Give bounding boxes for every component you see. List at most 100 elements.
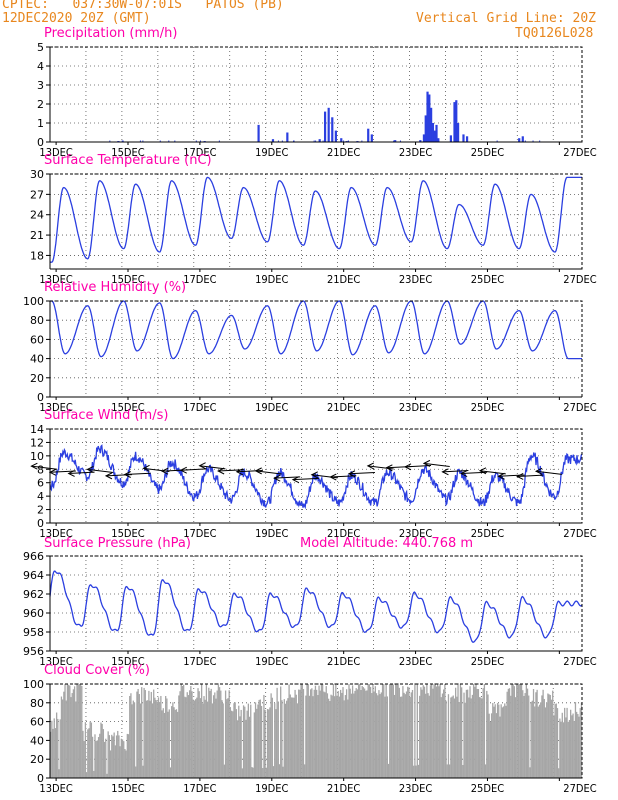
cloud-bar xyxy=(432,688,434,778)
cloud-bar xyxy=(276,687,278,778)
pressure-ytick-label: 964 xyxy=(23,569,44,582)
cloud-bar xyxy=(120,738,122,778)
precip-bar xyxy=(453,102,456,142)
precip-bar xyxy=(257,124,260,142)
cloud-bar xyxy=(493,706,495,778)
cloud-bar xyxy=(326,693,329,778)
cloud-bar xyxy=(153,689,155,778)
cloud-bar xyxy=(73,686,76,778)
cloud-bar xyxy=(556,708,559,778)
cloud-bar xyxy=(223,764,226,778)
cloud-bar xyxy=(205,684,208,778)
wind-arrow-shaft xyxy=(423,462,450,467)
precip-bar xyxy=(347,140,349,142)
cloud-xtick-label: 13DEC xyxy=(39,782,72,795)
cloud-bar xyxy=(95,740,97,778)
cloud-bar xyxy=(386,696,388,778)
cloud-bar xyxy=(271,697,273,778)
cloud-bar xyxy=(187,695,190,778)
rh-ytick-label: 0 xyxy=(37,391,44,404)
cloud-bar xyxy=(61,699,64,778)
cloud-bar xyxy=(156,701,158,778)
cloud-bar xyxy=(401,696,403,778)
cloud-bar xyxy=(257,704,259,778)
cloud-bar xyxy=(387,763,390,778)
precip-xtick-label: 17DEC xyxy=(183,146,216,159)
cloud-bar xyxy=(151,703,154,778)
precip-bar xyxy=(122,140,124,142)
wind-ytick-label: 12 xyxy=(30,436,44,449)
cloud-bar xyxy=(60,696,63,778)
cloud-bar xyxy=(268,709,270,778)
cloud-bar xyxy=(305,695,307,778)
wind-arrow-head xyxy=(403,463,412,471)
cloud-bar xyxy=(420,687,422,778)
cloud-bar xyxy=(506,691,508,778)
cloud-bar xyxy=(413,765,415,778)
cloud-bar xyxy=(536,689,538,778)
cloud-bar xyxy=(78,684,81,778)
pressure-ytick-label: 962 xyxy=(23,588,44,601)
precip-bar xyxy=(199,140,201,142)
wind-arrow-head xyxy=(366,462,375,470)
pressure-xtick-label: 19DEC xyxy=(255,655,288,668)
cloud-bar xyxy=(71,693,73,778)
cloud-bar xyxy=(317,695,319,778)
cloud-xtick-label: 23DEC xyxy=(399,782,432,795)
cloud-bar xyxy=(100,722,102,778)
cloud-bar xyxy=(178,695,180,778)
cloud-bar xyxy=(339,689,342,778)
cloud-bar xyxy=(524,693,526,778)
cloud-bar xyxy=(562,722,565,778)
cloud-bar xyxy=(286,700,288,778)
cloud-bar xyxy=(144,690,146,778)
cloud-bar xyxy=(165,696,167,778)
cloud-bar xyxy=(57,718,59,778)
cloud-bar xyxy=(54,728,57,778)
cloud-bar xyxy=(344,695,347,778)
cloud-bar xyxy=(188,690,191,778)
cloud-bar xyxy=(123,741,125,778)
precip-bar xyxy=(323,111,327,142)
cloud-bar xyxy=(335,684,337,778)
cloud-bar xyxy=(85,772,88,778)
wind-arrow-shaft xyxy=(348,471,375,475)
cloud-bar xyxy=(447,694,450,778)
rh-ytick-label: 60 xyxy=(30,333,44,346)
cloud-bar xyxy=(434,684,436,778)
wind-xtick-label: 13DEC xyxy=(39,527,72,540)
precip-bar xyxy=(451,140,453,142)
cloud-bar xyxy=(88,728,90,778)
cloud-bar xyxy=(185,697,187,778)
cloud-bar xyxy=(399,696,402,778)
cloud-bar xyxy=(553,715,555,778)
precip-bar xyxy=(393,140,395,142)
cloud-bar xyxy=(353,693,355,778)
wind-arrow-shaft xyxy=(180,468,207,471)
precip-bar xyxy=(195,140,197,142)
precip-bar xyxy=(367,128,370,142)
cloud-bar xyxy=(574,702,577,778)
cloud-bar xyxy=(121,739,124,778)
cloud-bar xyxy=(337,691,339,778)
cloud-bar xyxy=(571,715,573,778)
cloud-bar xyxy=(242,705,245,778)
wind-xtick-label: 19DEC xyxy=(255,527,288,540)
cloud-bar xyxy=(498,704,500,778)
cloud-bar xyxy=(336,695,338,778)
cloud-bar xyxy=(331,695,333,778)
cloud-bar xyxy=(573,720,575,778)
cloud-bar xyxy=(197,688,199,778)
cloud-bar xyxy=(246,710,248,778)
wind-arrow-head xyxy=(30,462,38,470)
cloud-bar xyxy=(212,695,215,778)
cloud-bar xyxy=(97,737,100,778)
cloud-bar xyxy=(405,691,408,778)
cloud-bar xyxy=(310,689,312,778)
cloud-bar xyxy=(360,689,362,778)
cloud-bar xyxy=(312,696,314,778)
cloud-bar xyxy=(449,764,451,778)
cloud-bar xyxy=(365,690,367,778)
header-grid-note: Vertical Grid Line: 20Z xyxy=(416,11,597,26)
cloud-bar xyxy=(260,705,263,778)
